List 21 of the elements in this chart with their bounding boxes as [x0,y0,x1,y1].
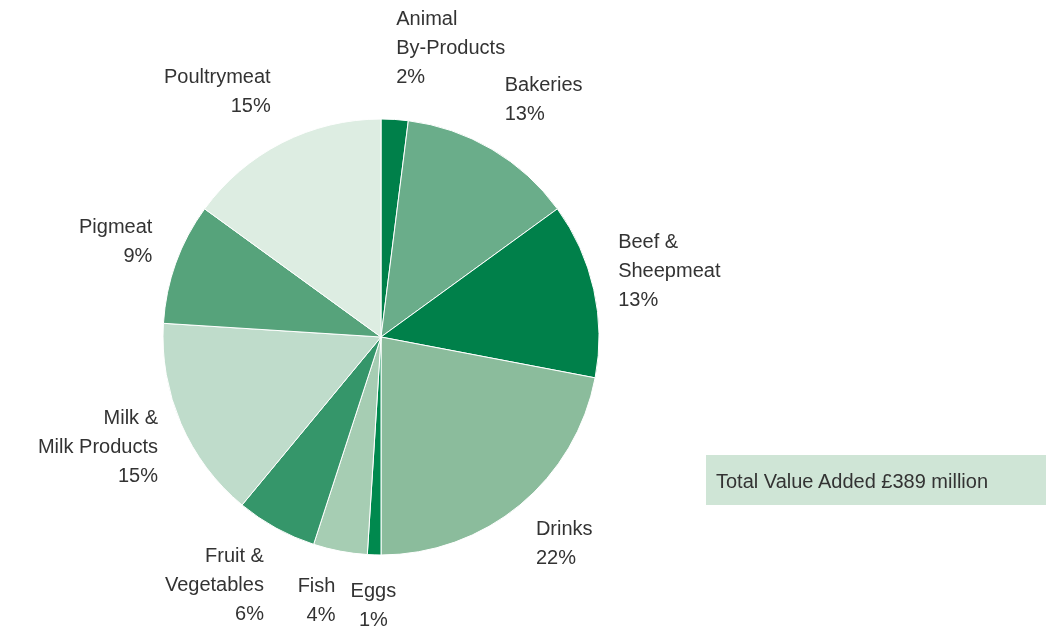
data-label: 1% [358,607,389,630]
data-label: 2% [396,64,426,87]
slice-label: Poultrymeat [163,64,272,87]
data-label: 4% [306,603,336,626]
slice-label: Drinks [535,516,593,539]
slice-label: Beef & Sheepmeat [618,230,721,281]
slice-label: Animal By-Products [396,6,506,58]
data-label: 22% [535,545,577,568]
slice-label: Pigmeat [78,214,153,237]
slice-label: Fruit & Vegetables [164,543,265,595]
data-label: 9% [123,243,153,266]
data-label: 13% [618,288,659,310]
data-label: 13% [504,101,545,124]
text: Total Value Added £389 million [716,470,989,492]
slice-label: Eggs [350,578,397,601]
data-label: 15% [117,464,159,487]
slice-label: Milk & Milk Products [37,406,159,458]
slice-label: Fish [297,574,336,597]
data-label: 15% [230,93,271,116]
slice-label: Bakeries [504,72,583,95]
data-label: 6% [235,601,265,624]
